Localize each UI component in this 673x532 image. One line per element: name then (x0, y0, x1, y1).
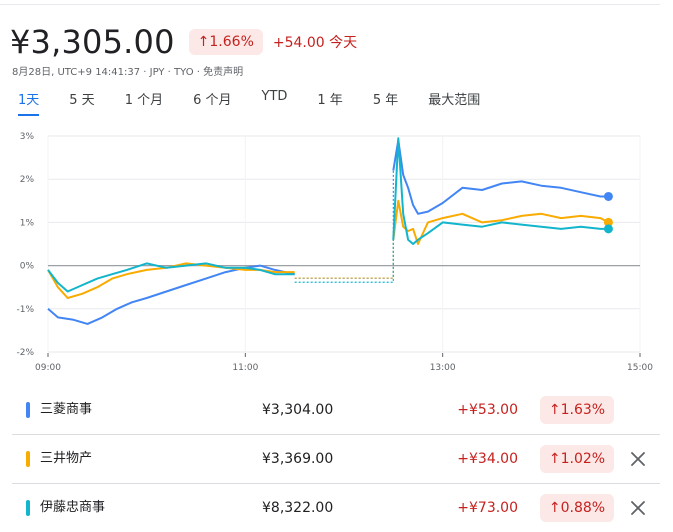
range-tab-6[interactable]: 5 年 (372, 93, 399, 108)
close-icon[interactable] (626, 496, 650, 520)
y-tick-label: 0% (20, 262, 35, 272)
series-break-0 (294, 170, 394, 279)
comparison-row[interactable]: 三井物产 ¥3,369.00 +¥34.00 ↑1.02% (12, 435, 660, 484)
stock-price: ¥3,369.00 (262, 451, 334, 467)
quote-meta: 8月28日, UTC+9 14:41:37 · JPY · TYO · 免责声明 (12, 67, 244, 78)
stock-name: 三菱商事 (40, 402, 93, 417)
range-tab-1[interactable]: 5 天 (69, 93, 95, 108)
range-tab-4[interactable]: YTD (261, 89, 288, 104)
series-line-pm-0 (392, 139, 609, 215)
range-tab-3[interactable]: 6 个月 (193, 93, 232, 108)
top-divider (0, 4, 660, 5)
x-tick-label: 11:00 (232, 363, 258, 373)
range-tab-0[interactable]: 1天 (18, 87, 40, 116)
series-end-dot-2 (603, 224, 613, 234)
y-tick-label: -2% (16, 348, 34, 358)
y-tick-label: 1% (20, 218, 35, 228)
y-tick-label: 2% (20, 175, 35, 185)
stock-change-percent-badge: ↑1.02% (540, 445, 614, 473)
stock-change: +¥73.00 (457, 500, 518, 516)
series-color-bar (26, 500, 30, 516)
close-icon[interactable] (626, 447, 650, 471)
stock-change: +¥53.00 (457, 402, 518, 418)
range-tab-7[interactable]: 最大范围 (428, 93, 481, 108)
stock-name: 伊藤忠商事 (40, 500, 106, 515)
x-tick-label: 09:00 (35, 363, 61, 373)
y-tick-label: -1% (16, 305, 34, 315)
x-tick-label: 15:00 (627, 363, 653, 373)
stock-price: ¥3,304.00 (262, 402, 334, 418)
price-chart: 3% 2% 1% 0% -1% -2%09:00 11:00 13:00 15:00 (16, 132, 653, 373)
series-line-am-2 (47, 262, 295, 293)
series-line-am-1 (47, 262, 295, 299)
series-end-dot-0 (603, 191, 613, 201)
x-tick-label: 13:00 (430, 363, 456, 373)
series-color-bar (26, 451, 30, 467)
range-tab-2[interactable]: 1 个月 (124, 93, 164, 108)
y-tick-label: 3% (20, 132, 35, 142)
series-break-2 (294, 239, 394, 283)
comparison-table: 三菱商事 ¥3,304.00 +¥53.00 ↑1.63% 三井物产 ¥3,369.00 +… (12, 386, 660, 532)
range-tabs: 1天 5 天 1 个月 6 个月 YTD 1 年 5 年 最大范围 (18, 87, 510, 116)
stock-price: ¥8,322.00 (262, 500, 334, 516)
change-absolute: +54.00 今天 (272, 35, 358, 51)
stock-change-percent-badge: ↑0.88% (540, 494, 614, 522)
series-break-1 (294, 239, 394, 279)
comparison-row[interactable]: 伊藤忠商事 ¥8,322.00 +¥73.00 ↑0.88% (12, 484, 660, 532)
change-percent-badge: ↑1.66% (188, 29, 263, 55)
stock-name: 三井物产 (40, 451, 93, 466)
quote-header: ¥3,305.00 ↑1.66% +54.00 今天 (10, 22, 357, 62)
comparison-row[interactable]: 三菱商事 ¥3,304.00 +¥53.00 ↑1.63% (12, 386, 660, 435)
current-price: ¥3,305.00 (10, 23, 175, 61)
series-color-bar (26, 402, 30, 418)
stock-change: +¥34.00 (457, 451, 518, 467)
series-end-dot-1 (603, 217, 613, 227)
series-line-pm-2 (392, 137, 609, 245)
series-line-am-0 (47, 264, 295, 325)
stock-change-percent-badge: ↑1.63% (540, 396, 614, 424)
range-tab-5[interactable]: 1 年 (317, 93, 343, 108)
